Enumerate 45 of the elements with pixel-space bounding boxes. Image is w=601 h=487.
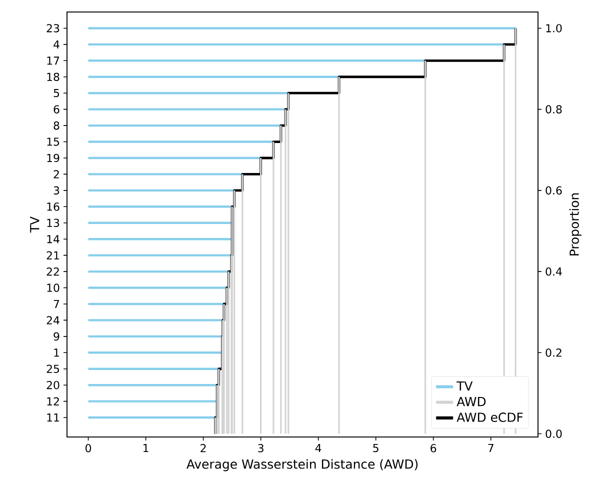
y-tick-label: 0.6 xyxy=(546,186,562,195)
x-tick-label: 4 xyxy=(315,444,322,452)
y-tick-label: 11 xyxy=(47,414,59,422)
legend-label: AWD xyxy=(456,397,486,406)
y-tick-label: 12 xyxy=(47,397,59,406)
y-tick-label: 21 xyxy=(46,251,59,260)
y-tick-label: 1 xyxy=(54,348,59,357)
y-tick-label: 18 xyxy=(47,72,60,82)
y-tick-label: 2 xyxy=(54,170,59,178)
x-tick-label: 3 xyxy=(258,444,264,452)
y-tick-label: 6 xyxy=(54,105,60,114)
y-tick-label: 23 xyxy=(46,24,60,32)
y-tick-label: 14 xyxy=(47,235,60,244)
x-tick-label: 0 xyxy=(86,444,92,452)
y-tick-label: 1.0 xyxy=(546,24,562,32)
y-tick-label: 0.8 xyxy=(546,105,562,114)
legend-label: AWD eCDF xyxy=(456,412,523,422)
y-tick-label: 22 xyxy=(46,267,59,276)
y-tick-label: 7 xyxy=(54,300,60,308)
y-tick-label: 4 xyxy=(54,40,60,48)
y-tick-label: 13 xyxy=(47,218,60,228)
y-tick-label: 0.2 xyxy=(546,348,562,357)
x-tick-label: 5 xyxy=(373,444,378,452)
y-tick-label: 8 xyxy=(54,121,60,130)
y-tick-label: 9 xyxy=(54,332,60,341)
y-tick-label: 24 xyxy=(46,316,60,324)
text: TV xyxy=(456,381,473,391)
y-tick-label: 25 xyxy=(46,364,60,374)
y-axis-title: Proportion xyxy=(569,193,582,256)
y-tick-label: 15 xyxy=(47,138,60,146)
y-tick-label: 10 xyxy=(47,284,60,292)
x-tick-label: 7 xyxy=(488,444,494,452)
x-tick-label: 1 xyxy=(144,444,148,452)
x-tick-label: 2 xyxy=(200,444,206,452)
x-axis-title: Average Wasserstein Distance (AWD) xyxy=(186,459,418,472)
y-tick-label: 0.0 xyxy=(546,430,562,438)
y-tick-label: 16 xyxy=(47,202,60,211)
text: TV xyxy=(30,216,40,233)
y-tick-label: 17 xyxy=(47,56,60,65)
y-tick-label: 3 xyxy=(54,186,60,195)
y-tick-label: 0.4 xyxy=(546,267,562,276)
y-tick-label: 20 xyxy=(46,380,60,390)
y-tick-label: 5 xyxy=(54,89,60,98)
x-tick-label: 6 xyxy=(430,444,436,452)
y-tick-label: 19 xyxy=(47,154,60,162)
